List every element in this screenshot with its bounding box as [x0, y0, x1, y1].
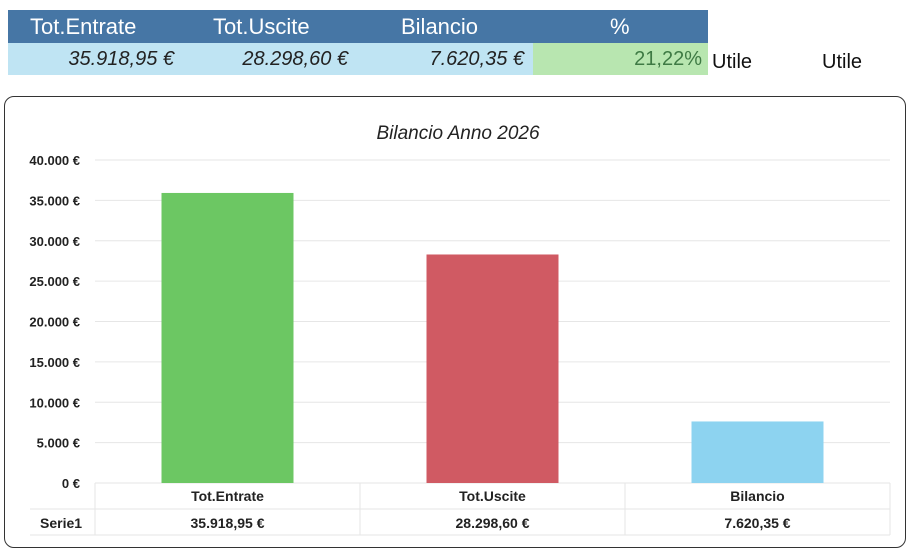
- y-tick-label: 5.000 €: [37, 436, 80, 451]
- value-tot-uscite: 28.298,60 €: [242, 48, 348, 70]
- data-table-value: 7.620,35 €: [724, 515, 790, 531]
- y-tick-label: 20.000 €: [29, 315, 80, 330]
- x-category-label: Tot.Uscite: [459, 488, 526, 504]
- value-bilancio: 7.620,35 €: [429, 48, 524, 70]
- y-tick-label: 30.000 €: [29, 234, 80, 249]
- header-tot-entrate: Tot.Entrate: [30, 14, 137, 39]
- x-category-label: Tot.Entrate: [191, 488, 264, 504]
- header-bilancio: Bilancio: [401, 14, 479, 39]
- bar-bilancio: [691, 421, 824, 483]
- y-tick-label: 40.000 €: [29, 153, 80, 168]
- x-category-label: Bilancio: [730, 488, 784, 504]
- summary-values-row: 35.918,95 € 28.298,60 € 7.620,35 € 21,22…: [8, 43, 708, 75]
- header-percent: %: [610, 14, 630, 39]
- y-tick-label: 10.000 €: [29, 395, 80, 410]
- value-tot-entrate: 35.918,95 €: [68, 48, 174, 70]
- value-percent: 21,22%: [533, 43, 708, 75]
- y-tick-label: 35.000 €: [29, 193, 80, 208]
- header-tot-uscite: Tot.Uscite: [213, 14, 310, 39]
- summary-header-row: Tot.Entrate Tot.Uscite Bilancio %: [8, 10, 708, 43]
- y-tick-label: 25.000 €: [29, 274, 80, 289]
- bar-tot-uscite: [426, 254, 559, 483]
- y-tick-label: 0 €: [62, 476, 80, 491]
- y-tick-label: 15.000 €: [29, 355, 80, 370]
- chart-title: Bilancio Anno 2026: [376, 123, 539, 144]
- bar-tot-entrate: [161, 192, 294, 484]
- series-name-label: Serie1: [40, 515, 82, 531]
- status-label-secondary: Utile: [822, 51, 863, 73]
- data-table-value: 35.918,95 €: [191, 515, 265, 531]
- status-label: Utile: [712, 51, 753, 73]
- data-table-value: 28.298,60 €: [456, 515, 530, 531]
